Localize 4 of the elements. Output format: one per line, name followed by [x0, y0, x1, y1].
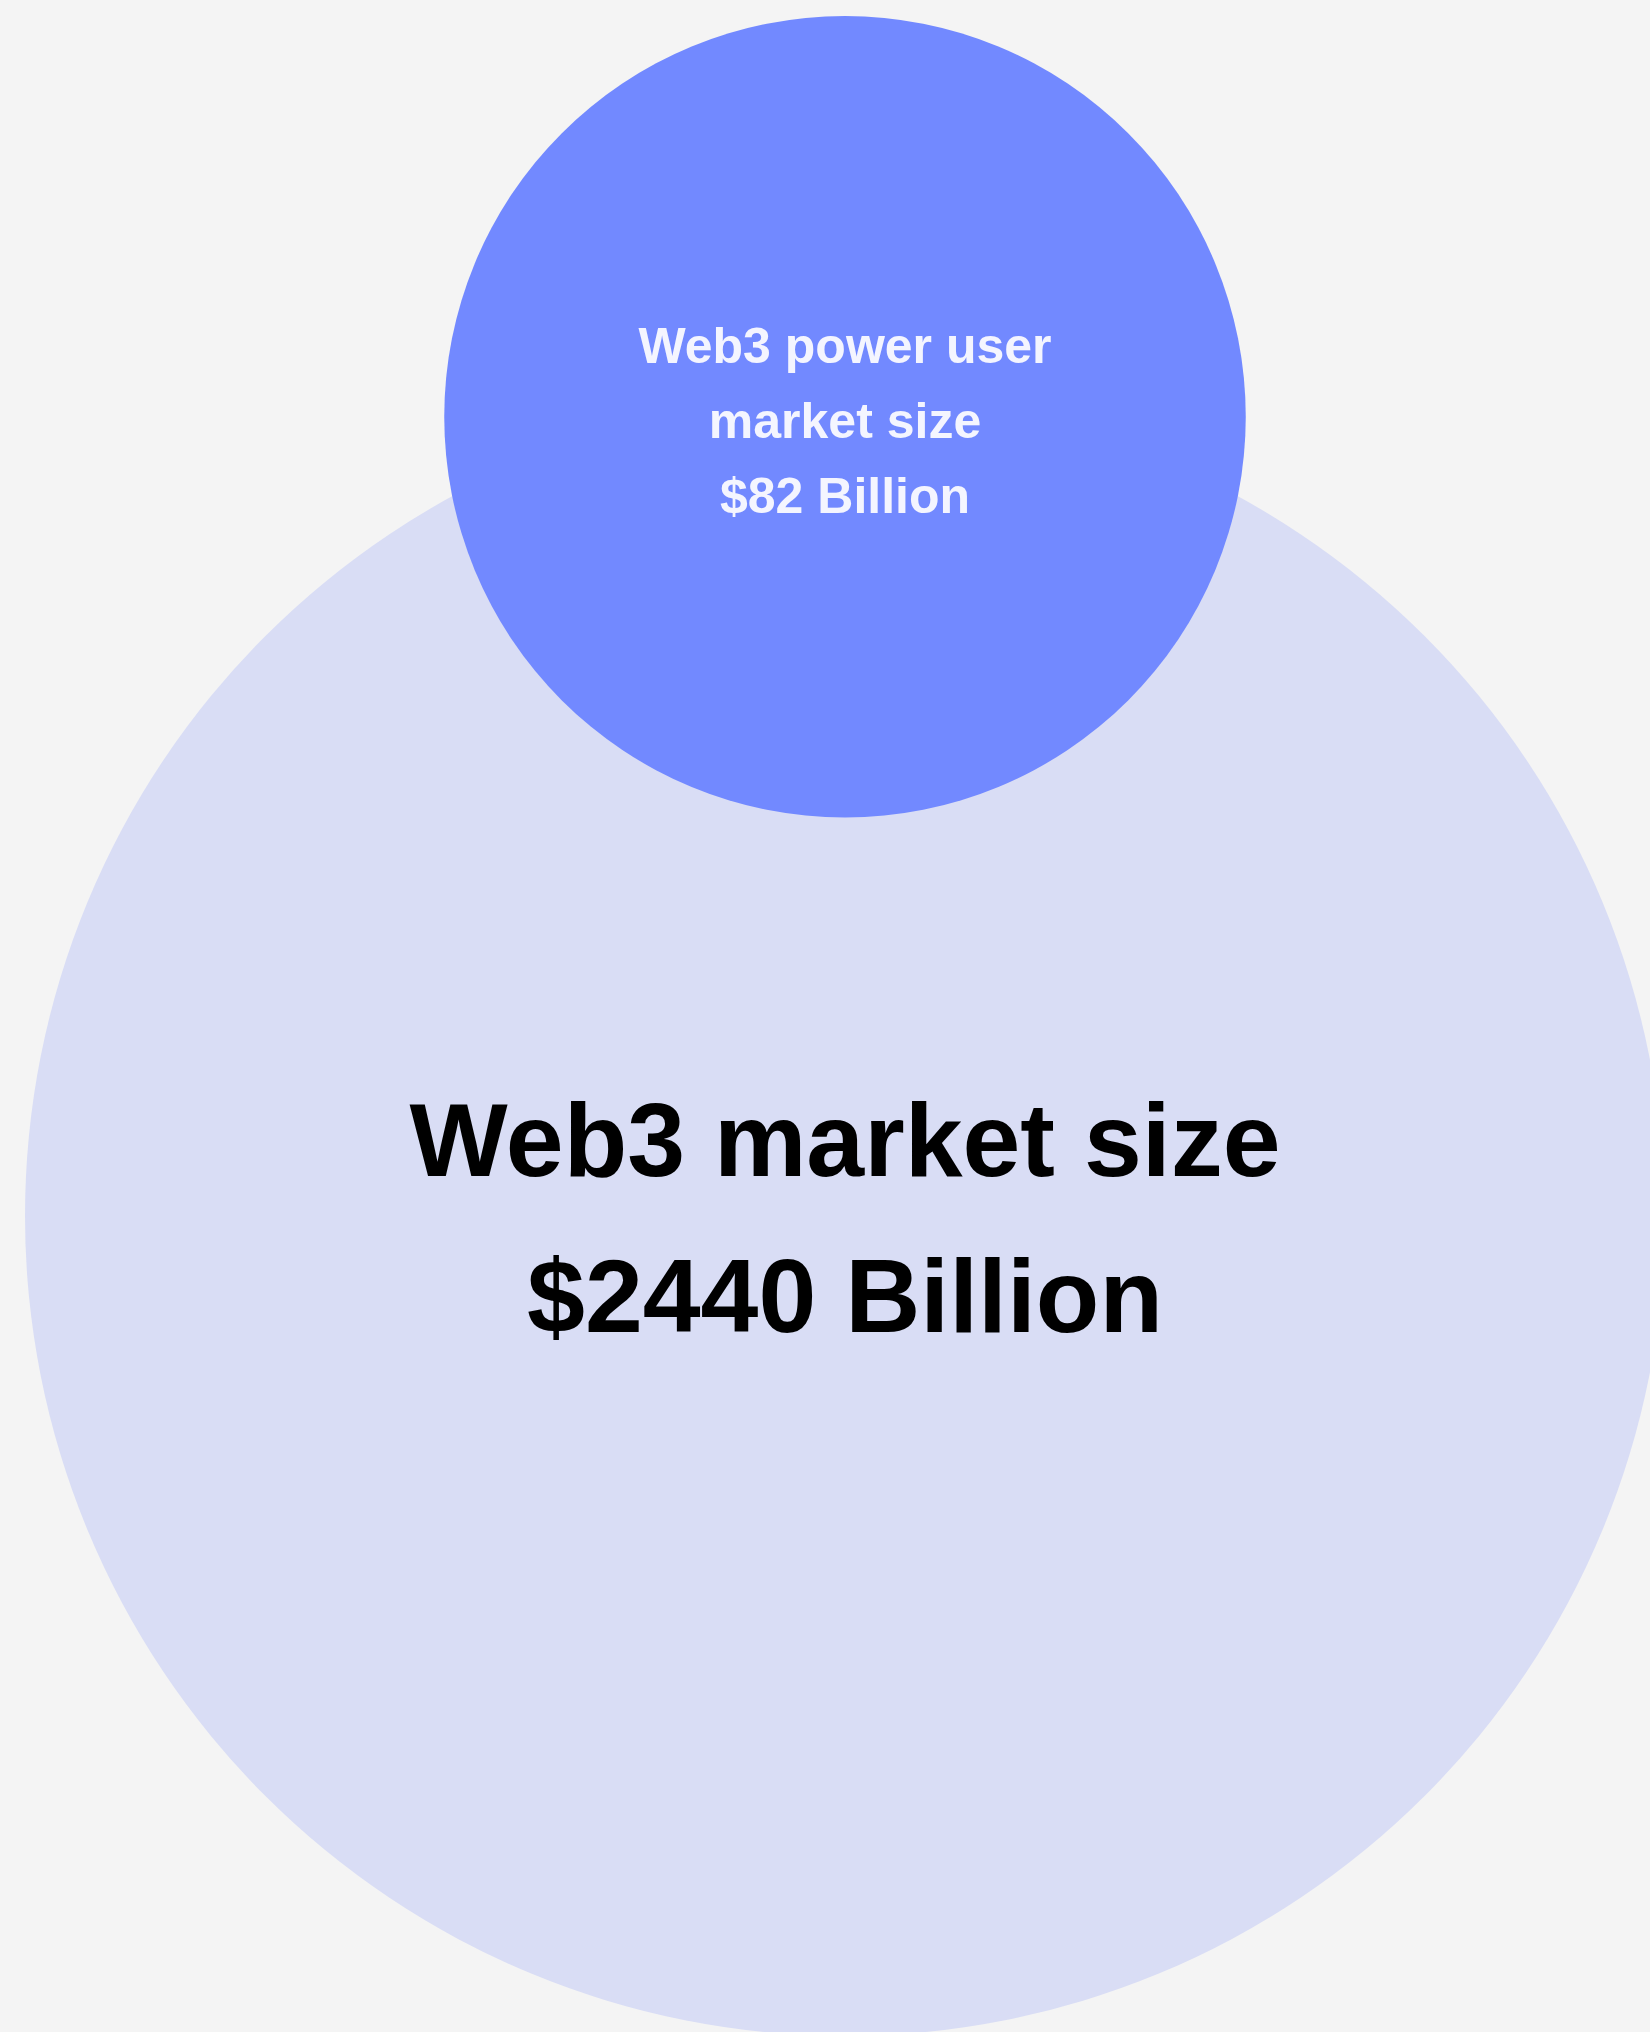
data-label: $2440 Billion: [527, 1238, 1163, 1354]
category-label: Web3 market size: [409, 1082, 1281, 1198]
category-label: Web3 power user market size: [638, 317, 1052, 449]
data-label: $82 Billion: [719, 467, 971, 524]
